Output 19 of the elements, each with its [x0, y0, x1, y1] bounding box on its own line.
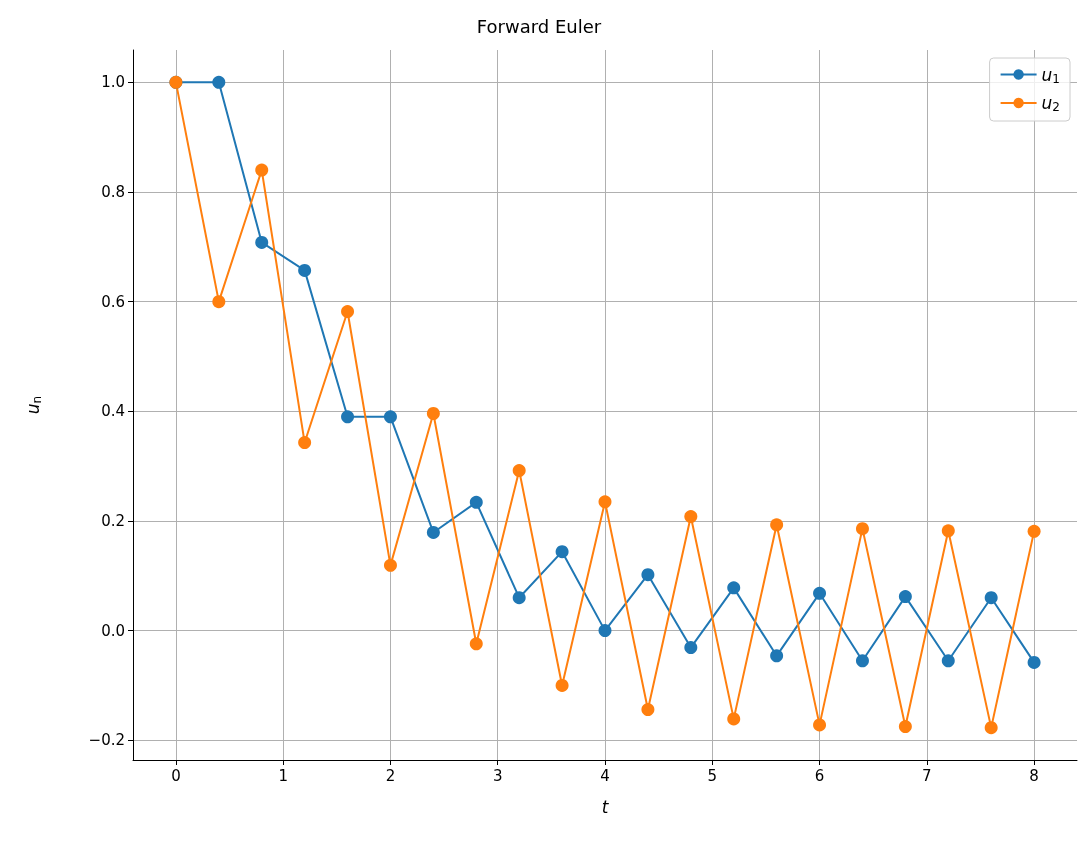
x-tick-label: 4 — [600, 766, 610, 785]
x-tick-label: 5 — [707, 766, 718, 785]
y-tick-label: 1.0 — [101, 73, 125, 92]
chart-title: Forward Euler — [476, 15, 602, 37]
x-tick-label: 6 — [814, 766, 825, 785]
y-tick-label: 0.6 — [101, 292, 125, 311]
x-tick-label: 7 — [922, 766, 932, 785]
x-tick-label: 1 — [278, 766, 288, 785]
y-tick-label: 0.8 — [101, 183, 125, 201]
y-tick-label: 0.4 — [101, 402, 125, 421]
y-tick-label: 0.0 — [101, 621, 125, 640]
x-tick-label: 3 — [492, 766, 503, 785]
x-axis-title: t — [601, 796, 610, 817]
x-tick-label: 0 — [171, 766, 181, 785]
y-tick-label: 0.2 — [101, 511, 125, 530]
y-axis-title: un — [23, 395, 44, 415]
x-tick-label: 8 — [1029, 766, 1039, 785]
y-tick-label: −0.2 — [88, 731, 125, 750]
x-tick-label: 2 — [385, 766, 396, 785]
